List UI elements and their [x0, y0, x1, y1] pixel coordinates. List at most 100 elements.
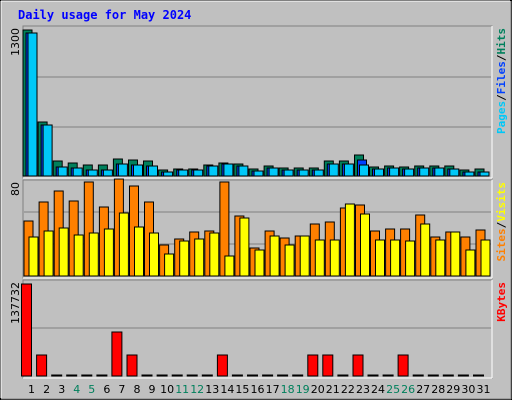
- x-day-label: 23: [356, 383, 370, 396]
- bar-pages-day-10: [163, 171, 174, 177]
- x-day-label: 22: [341, 383, 355, 396]
- bar-pages-day-20: [313, 169, 324, 177]
- bar-sites-day-4: [73, 234, 84, 277]
- bar-sites-day-12: [194, 238, 205, 277]
- bar-kbytes-day-19: [292, 374, 304, 377]
- legend-hits: Hits: [495, 28, 508, 55]
- bar-sites-day-13: [209, 232, 220, 277]
- bar-kbytes-day-2: [36, 354, 48, 377]
- y-max-label: 1300: [9, 28, 22, 56]
- bar-sites-day-3: [58, 227, 69, 277]
- bar-kbytes-day-16: [247, 374, 258, 377]
- bar-kbytes-day-15: [231, 374, 243, 377]
- bar-kbytes-day-21: [322, 354, 334, 377]
- bar-kbytes-day-14: [216, 354, 228, 377]
- bar-sites-day-23: [360, 213, 370, 277]
- bar-pages-day-26: [404, 168, 415, 177]
- bar-pages-day-9: [148, 165, 158, 177]
- bar-sites-day-9: [149, 232, 159, 277]
- right-axis-legend: KBytes: [495, 282, 508, 322]
- bar-sites-day-15: [239, 217, 250, 277]
- x-day-label: 4: [73, 383, 80, 396]
- bar-kbytes-day-8: [126, 354, 138, 377]
- bar-sites-day-17: [269, 235, 280, 277]
- x-day-label: 28: [431, 383, 445, 396]
- bar-pages-day-18: [283, 169, 294, 177]
- bar-sites-day-5: [88, 232, 99, 277]
- bar-pages-day-29: [449, 168, 460, 177]
- bar-sites-day-29: [450, 231, 461, 277]
- x-day-label: 1: [28, 383, 35, 396]
- bar-sites-day-30: [465, 249, 476, 277]
- bar-sites-day-31: [480, 239, 491, 277]
- bar-kbytes-day-9: [141, 374, 153, 377]
- bar-sites-day-26: [405, 240, 416, 277]
- bar-pages-day-14: [223, 163, 234, 177]
- bar-sites-day-14: [224, 255, 235, 277]
- bar-pages-day-16: [253, 170, 264, 177]
- bar-pages-day-6: [102, 169, 113, 177]
- bar-sites-day-7: [118, 212, 129, 277]
- y-max-label: 80: [9, 182, 22, 196]
- bar-sites-day-21: [329, 239, 340, 277]
- bar-pages-day-5: [87, 169, 98, 177]
- x-day-label: 29: [446, 383, 460, 396]
- bar-pages-day-17: [268, 167, 279, 177]
- panel-frame: [22, 25, 493, 179]
- bar-kbytes-day-6: [96, 374, 108, 377]
- bar-pages-day-23: [359, 164, 369, 177]
- bar-kbytes-day-27: [412, 374, 424, 377]
- legend-pages: Pages: [495, 101, 508, 134]
- legend-separator: /: [495, 221, 508, 228]
- x-day-label: 12: [190, 383, 204, 396]
- bar-kbytes-day-3: [51, 374, 63, 377]
- x-day-label: 9: [149, 383, 156, 396]
- bar-kbytes-day-26: [397, 354, 409, 377]
- x-day-label: 17: [266, 383, 280, 396]
- bar-kbytes-day-24: [367, 374, 379, 377]
- x-day-label: 20: [311, 383, 325, 396]
- bar-kbytes-day-7: [111, 331, 123, 377]
- bar-pages-day-4: [72, 167, 83, 177]
- bar-pages-day-11: [178, 169, 189, 177]
- legend-separator: /: [495, 94, 508, 101]
- x-day-label: 18: [281, 383, 295, 396]
- y-max-label: 137732: [9, 282, 22, 324]
- x-day-label: 24: [371, 383, 385, 396]
- bar-kbytes-day-20: [307, 354, 319, 377]
- x-day-label: 26: [401, 383, 415, 396]
- bar-kbytes-day-1: [21, 283, 32, 377]
- bar-kbytes-day-11: [171, 374, 183, 377]
- bar-sites-day-16: [254, 249, 265, 277]
- bar-kbytes-day-4: [66, 374, 78, 377]
- right-axis-legend: Sites/Visits: [495, 182, 508, 262]
- bar-sites-day-6: [103, 228, 114, 277]
- x-day-label: 11: [175, 383, 189, 396]
- bar-pages-day-28: [434, 167, 445, 177]
- bar-sites-day-20: [314, 239, 325, 277]
- bar-sites-day-1: [28, 236, 39, 277]
- x-day-label: 10: [160, 383, 174, 396]
- bar-pages-day-12: [193, 169, 204, 177]
- bar-kbytes-day-22: [337, 374, 349, 377]
- x-day-label: 31: [477, 383, 491, 396]
- bar-pages-day-31: [479, 171, 490, 177]
- bar-kbytes-day-23: [352, 354, 364, 377]
- legend-files: Files: [495, 61, 508, 94]
- chart-title: Daily usage for May 2024: [18, 8, 191, 22]
- bar-pages-day-2: [42, 124, 53, 177]
- bar-sites-day-18: [284, 244, 295, 277]
- bar-kbytes-day-18: [277, 374, 289, 377]
- bar-sites-day-22: [344, 203, 355, 277]
- bar-pages-day-25: [389, 167, 400, 177]
- bar-pages-day-21: [328, 163, 339, 177]
- x-day-label: 19: [296, 383, 310, 396]
- panel-middle: 80 Sites/Visits: [9, 178, 508, 279]
- bar-kbytes-day-17: [262, 374, 274, 377]
- bar-sites-day-28: [435, 239, 446, 277]
- bar-kbytes-day-10: [156, 374, 168, 377]
- bar-pages-day-3: [57, 166, 68, 177]
- bar-kbytes-day-12: [186, 374, 198, 377]
